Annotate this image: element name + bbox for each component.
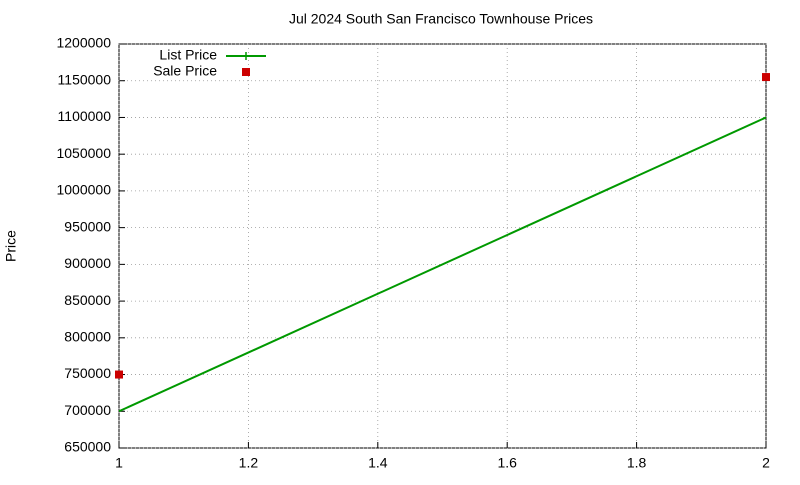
- legend-marker: [242, 68, 250, 76]
- y-tick-label: 1000000: [56, 182, 111, 198]
- y-tick-label: 800000: [64, 329, 111, 345]
- y-tick-label: 750000: [64, 365, 111, 381]
- y-tick-label: 950000: [64, 218, 111, 234]
- x-tick-label: 1.2: [239, 455, 259, 471]
- data-point: [115, 370, 123, 379]
- x-tick-label: 1.6: [497, 455, 517, 471]
- y-tick-label: 650000: [64, 439, 111, 455]
- x-tick-label: 1.8: [627, 455, 647, 471]
- x-tick-label: 1.4: [368, 455, 388, 471]
- data-line: [118, 116, 767, 413]
- legend-marker: [242, 52, 250, 60]
- y-tick-label: 900000: [64, 255, 111, 271]
- legend-label: List Price: [159, 47, 217, 63]
- y-tick-label: 1050000: [56, 145, 111, 161]
- x-tick-label: 1: [115, 455, 123, 471]
- chart-title: Jul 2024 South San Francisco Townhouse P…: [289, 11, 593, 27]
- legend-label: Sale Price: [153, 63, 217, 79]
- y-tick-label: 1150000: [58, 71, 112, 87]
- x-tick-label: 2: [762, 455, 770, 471]
- y-tick-label: 700000: [64, 402, 111, 418]
- plot-frame: [118, 43, 767, 449]
- data-point: [762, 73, 770, 82]
- y-tick-label: 1200000: [56, 35, 111, 51]
- y-tick-label: 1100000: [58, 108, 112, 124]
- y-tick-label: 850000: [64, 292, 111, 308]
- y-axis-label: Price: [3, 230, 19, 262]
